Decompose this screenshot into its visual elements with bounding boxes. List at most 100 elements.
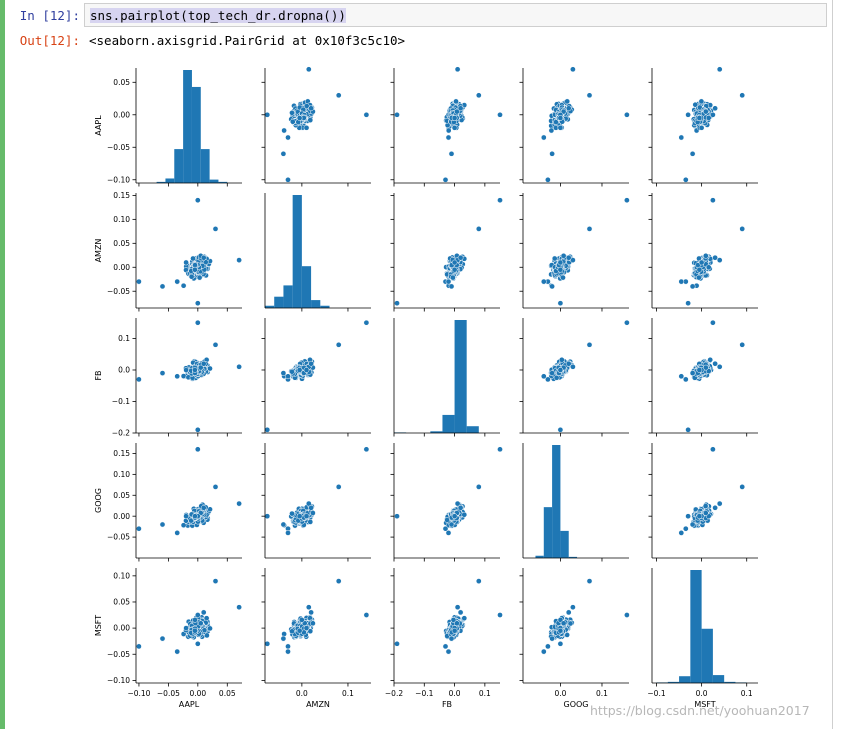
scatter-point [194, 612, 201, 618]
scatter-point [264, 640, 271, 647]
scatter-point [285, 134, 291, 141]
code-line[interactable]: sns.pairplot(top_tech_dr.dropna()) [90, 8, 346, 23]
scatter-point [289, 368, 295, 375]
y-tick-label: 0.1 [118, 334, 130, 343]
scatter-point [454, 108, 460, 115]
subplot-amzn-vs-msft [648, 193, 758, 312]
hist-bar [454, 320, 467, 433]
input-prompt: In [12]: [19, 8, 80, 23]
y-tick-label: −0.05 [107, 650, 130, 659]
scatter-point [448, 283, 455, 290]
scatter-point [696, 367, 703, 373]
y-tick-label: 0.05 [113, 239, 130, 248]
y-tick-label: 0.05 [113, 78, 130, 87]
scatter-point [394, 300, 400, 307]
subplot-fb-vs-fb [393, 318, 500, 437]
subplot-amzn-vs-amzn [264, 193, 371, 312]
scatter-point [394, 513, 400, 520]
scatter-point [557, 124, 564, 131]
scatter-point [682, 525, 689, 532]
x-tick-label: 0.1 [342, 689, 354, 698]
code-input-area[interactable]: sns.pairplot(top_tech_dr.dropna()) [84, 3, 827, 27]
scatter-point [689, 283, 696, 290]
scatter-point [497, 197, 503, 204]
scatter-point [303, 124, 310, 131]
notebook-right-border [832, 0, 833, 729]
scatter-point [212, 226, 219, 232]
scatter-point [188, 273, 195, 280]
scatter-point [586, 92, 593, 99]
scatter-point [281, 127, 287, 134]
scatter-point [705, 115, 712, 121]
scatter-point [557, 259, 564, 266]
scatter-point [285, 530, 291, 536]
scatter-point [200, 254, 207, 261]
scatter-point [453, 98, 459, 105]
scatter-point [560, 252, 567, 259]
scatter-point [557, 115, 564, 121]
scatter-point [570, 66, 576, 73]
scatter-point [457, 504, 464, 511]
scatter-point [289, 118, 296, 125]
scatter-point [710, 111, 716, 118]
hist-bar [274, 296, 284, 308]
scatter-point [303, 625, 310, 631]
scatter-point [451, 513, 458, 520]
hist-bar [165, 178, 175, 183]
scatter-point [308, 360, 314, 367]
scatter-point [445, 134, 452, 141]
scatter-point [180, 282, 187, 289]
scatter-point [308, 504, 314, 511]
y-tick-label: 0.05 [113, 598, 130, 607]
x-tick-label: −0.10 [127, 689, 150, 698]
scatter-point [305, 66, 312, 73]
scatter-point [200, 360, 207, 367]
scatter-point [159, 521, 166, 528]
subplot-goog-vs-msft [648, 443, 758, 562]
scatter-point [159, 370, 166, 376]
scatter-point [549, 150, 555, 157]
scatter-point [692, 101, 699, 108]
x-tick-label: 0.0 [296, 689, 308, 698]
scatter-point [710, 446, 716, 453]
scatter-point [712, 504, 718, 511]
scatter-point [685, 426, 691, 433]
scatter-point [280, 150, 287, 157]
scatter-point [194, 640, 201, 647]
scatter-point [689, 370, 696, 376]
scatter-point [363, 111, 370, 118]
scatter-point [183, 625, 189, 631]
scatter-point [712, 105, 718, 112]
scatter-point [212, 484, 219, 490]
hist-bar [552, 445, 561, 558]
scatter-point [363, 319, 370, 326]
scatter-point [710, 197, 716, 204]
scatter-point [450, 274, 456, 281]
x-tick-label: −0.05 [157, 689, 180, 698]
scatter-point [308, 105, 314, 112]
scatter-point [549, 370, 555, 376]
scatter-point [698, 98, 705, 105]
scatter-point [183, 367, 189, 373]
scatter-point [212, 341, 219, 348]
scatter-point [702, 252, 709, 259]
scatter-point [716, 363, 723, 370]
scatter-point [696, 115, 703, 121]
hist-bar [218, 181, 228, 183]
scatter-point [335, 92, 342, 99]
scatter-point [557, 300, 564, 307]
subplot-aapl-vs-goog [519, 66, 630, 187]
scatter-point [540, 373, 547, 380]
scatter-point [307, 519, 314, 525]
scatter-point [557, 426, 564, 433]
subplot-aapl-vs-amzn [261, 66, 371, 187]
subplot-aapl-vs-fb [390, 66, 503, 187]
scatter-point [739, 341, 746, 348]
hist-bar [311, 300, 321, 308]
scatter-point [236, 363, 242, 370]
scatter-point [678, 134, 685, 141]
scatter-point [445, 530, 452, 536]
scatter-point [289, 109, 295, 116]
scatter-point [689, 521, 696, 528]
